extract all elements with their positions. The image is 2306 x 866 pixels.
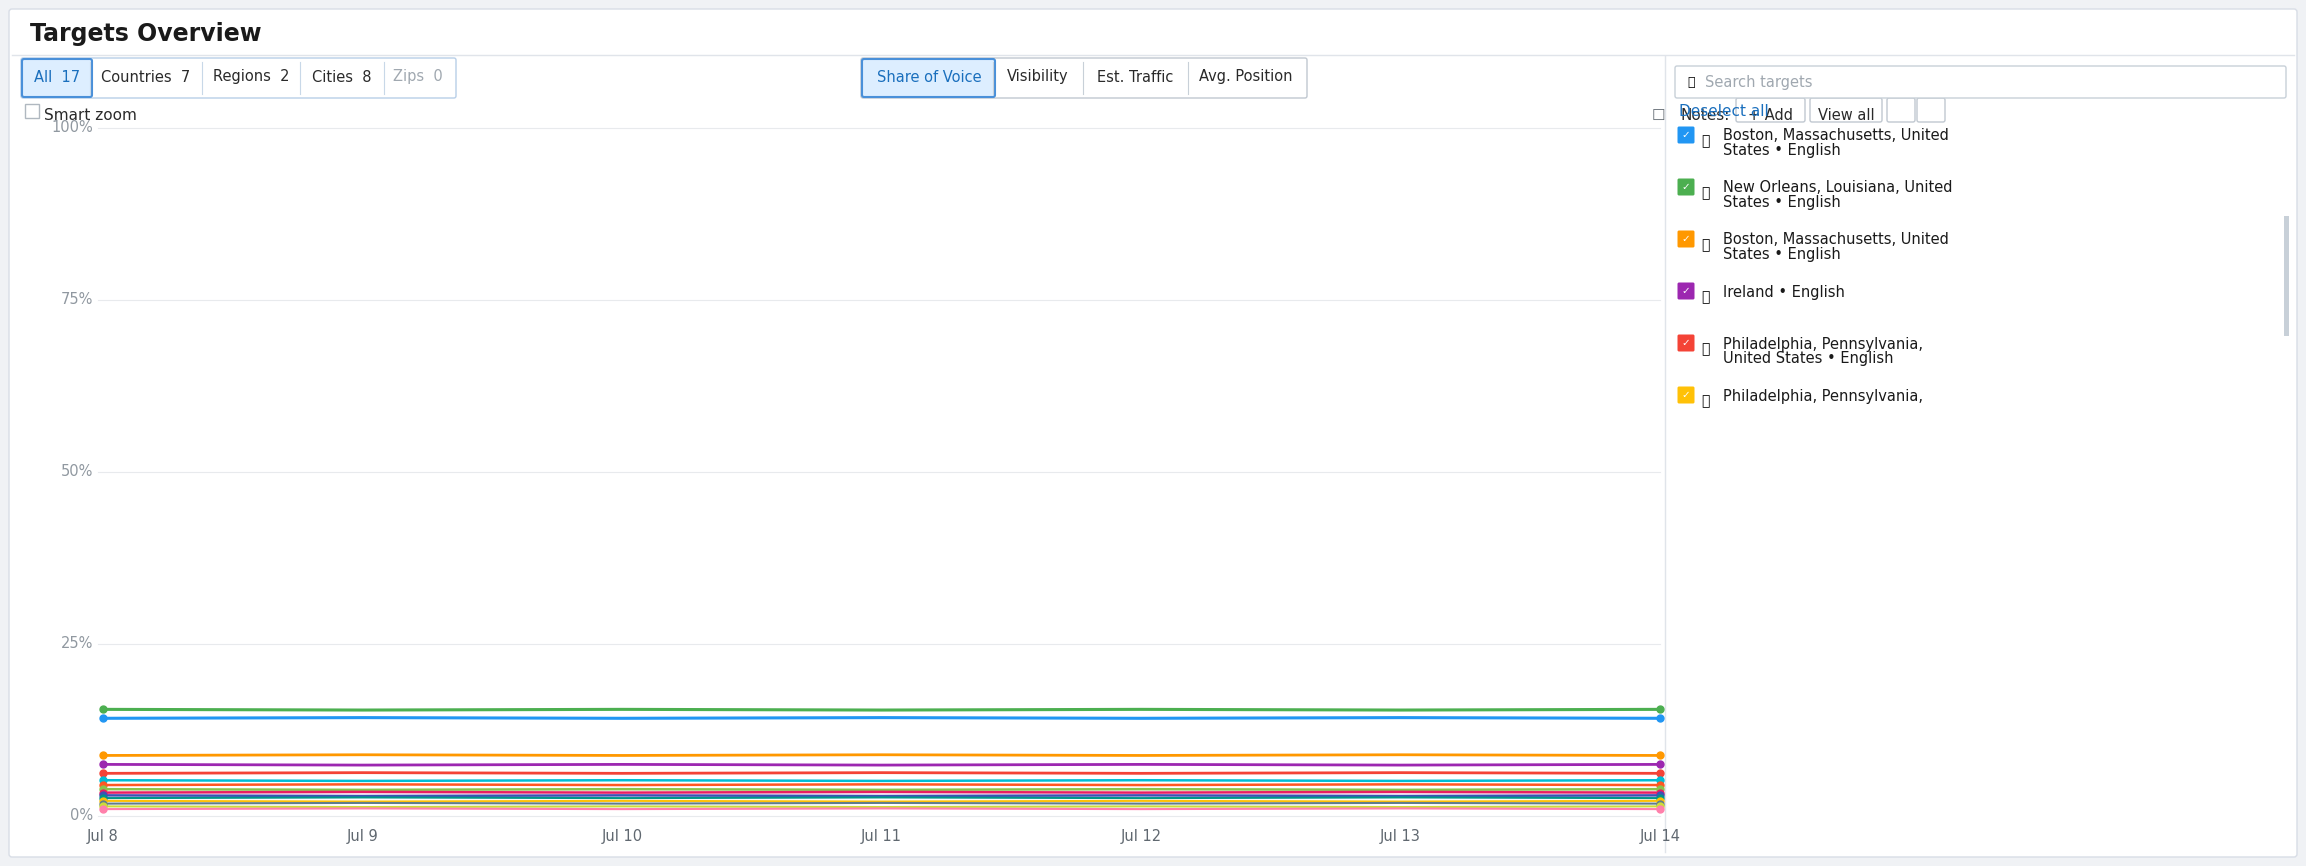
FancyBboxPatch shape: [1916, 98, 1944, 122]
Text: Boston, Massachusetts, United: Boston, Massachusetts, United: [1723, 128, 1949, 144]
Text: 25%: 25%: [60, 637, 92, 651]
Text: ☐: ☐: [1651, 107, 1665, 122]
FancyBboxPatch shape: [1674, 66, 2285, 98]
Text: 🖥: 🖥: [1702, 134, 1709, 148]
FancyBboxPatch shape: [1676, 230, 1695, 248]
Text: 🖥: 🖥: [1702, 394, 1709, 408]
Text: 0%: 0%: [69, 809, 92, 824]
Text: Philadelphia, Pennsylvania,: Philadelphia, Pennsylvania,: [1723, 337, 1923, 352]
Text: ✓: ✓: [1681, 234, 1690, 244]
Text: + Add: + Add: [1748, 107, 1792, 122]
Text: Visibility: Visibility: [1008, 69, 1068, 85]
Text: ✓: ✓: [1681, 130, 1690, 140]
Text: ✓: ✓: [1681, 338, 1690, 348]
Text: Jul 8: Jul 8: [88, 829, 120, 843]
Text: 50%: 50%: [60, 464, 92, 480]
Text: 100%: 100%: [51, 120, 92, 135]
Text: Countries  7: Countries 7: [101, 69, 191, 85]
Text: ✓: ✓: [1681, 286, 1690, 296]
Text: Philadelphia, Pennsylvania,: Philadelphia, Pennsylvania,: [1723, 389, 1923, 404]
Text: United States • English: United States • English: [1723, 352, 1893, 366]
Text: All  17: All 17: [35, 69, 81, 85]
FancyBboxPatch shape: [1676, 126, 1695, 144]
Text: Ireland • English: Ireland • English: [1723, 285, 1845, 300]
FancyBboxPatch shape: [860, 58, 1308, 98]
Text: Cities  8: Cities 8: [311, 69, 371, 85]
Text: States • English: States • English: [1723, 196, 1840, 210]
Text: 🖥: 🖥: [1702, 290, 1709, 304]
Text: Jul 11: Jul 11: [860, 829, 902, 843]
FancyBboxPatch shape: [1676, 386, 1695, 404]
FancyBboxPatch shape: [1886, 98, 1914, 122]
Text: Jul 13: Jul 13: [1379, 829, 1420, 843]
Text: View all: View all: [1817, 107, 1875, 122]
FancyBboxPatch shape: [21, 58, 457, 98]
Text: Boston, Massachusetts, United: Boston, Massachusetts, United: [1723, 232, 1949, 248]
Text: Jul 12: Jul 12: [1121, 829, 1162, 843]
Text: ✓: ✓: [1681, 182, 1690, 192]
Text: Zips  0: Zips 0: [392, 69, 443, 85]
Text: Jul 14: Jul 14: [1640, 829, 1681, 843]
FancyBboxPatch shape: [1676, 334, 1695, 352]
Text: Notes:: Notes:: [1681, 107, 1730, 122]
Text: States • English: States • English: [1723, 248, 1840, 262]
FancyBboxPatch shape: [23, 59, 92, 97]
Text: New Orleans, Louisiana, United: New Orleans, Louisiana, United: [1723, 180, 1953, 196]
Text: Avg. Position: Avg. Position: [1199, 69, 1291, 85]
Text: Est. Traffic: Est. Traffic: [1098, 69, 1174, 85]
Text: Jul 10: Jul 10: [602, 829, 643, 843]
Text: Search targets: Search targets: [1704, 75, 1813, 91]
FancyBboxPatch shape: [9, 9, 2297, 857]
Text: 🖥: 🖥: [1702, 238, 1709, 252]
Text: Targets Overview: Targets Overview: [30, 22, 261, 46]
Bar: [25, 104, 39, 118]
FancyBboxPatch shape: [1736, 98, 1806, 122]
Text: 🖥: 🖥: [1702, 342, 1709, 356]
Text: 75%: 75%: [60, 293, 92, 307]
Text: ✓: ✓: [1681, 390, 1690, 400]
Text: Smart zoom: Smart zoom: [44, 107, 136, 122]
FancyBboxPatch shape: [1810, 98, 1882, 122]
FancyBboxPatch shape: [862, 59, 994, 97]
FancyBboxPatch shape: [1676, 178, 1695, 196]
Text: States • English: States • English: [1723, 144, 1840, 158]
Text: Share of Voice: Share of Voice: [876, 69, 982, 85]
Text: Deselect all: Deselect all: [1679, 105, 1769, 120]
FancyBboxPatch shape: [1676, 282, 1695, 300]
Text: Regions  2: Regions 2: [212, 69, 288, 85]
Bar: [2283, 216, 2290, 336]
Text: 🖥: 🖥: [1702, 186, 1709, 200]
Text: 🔍: 🔍: [1688, 76, 1695, 89]
Text: Jul 9: Jul 9: [346, 829, 378, 843]
